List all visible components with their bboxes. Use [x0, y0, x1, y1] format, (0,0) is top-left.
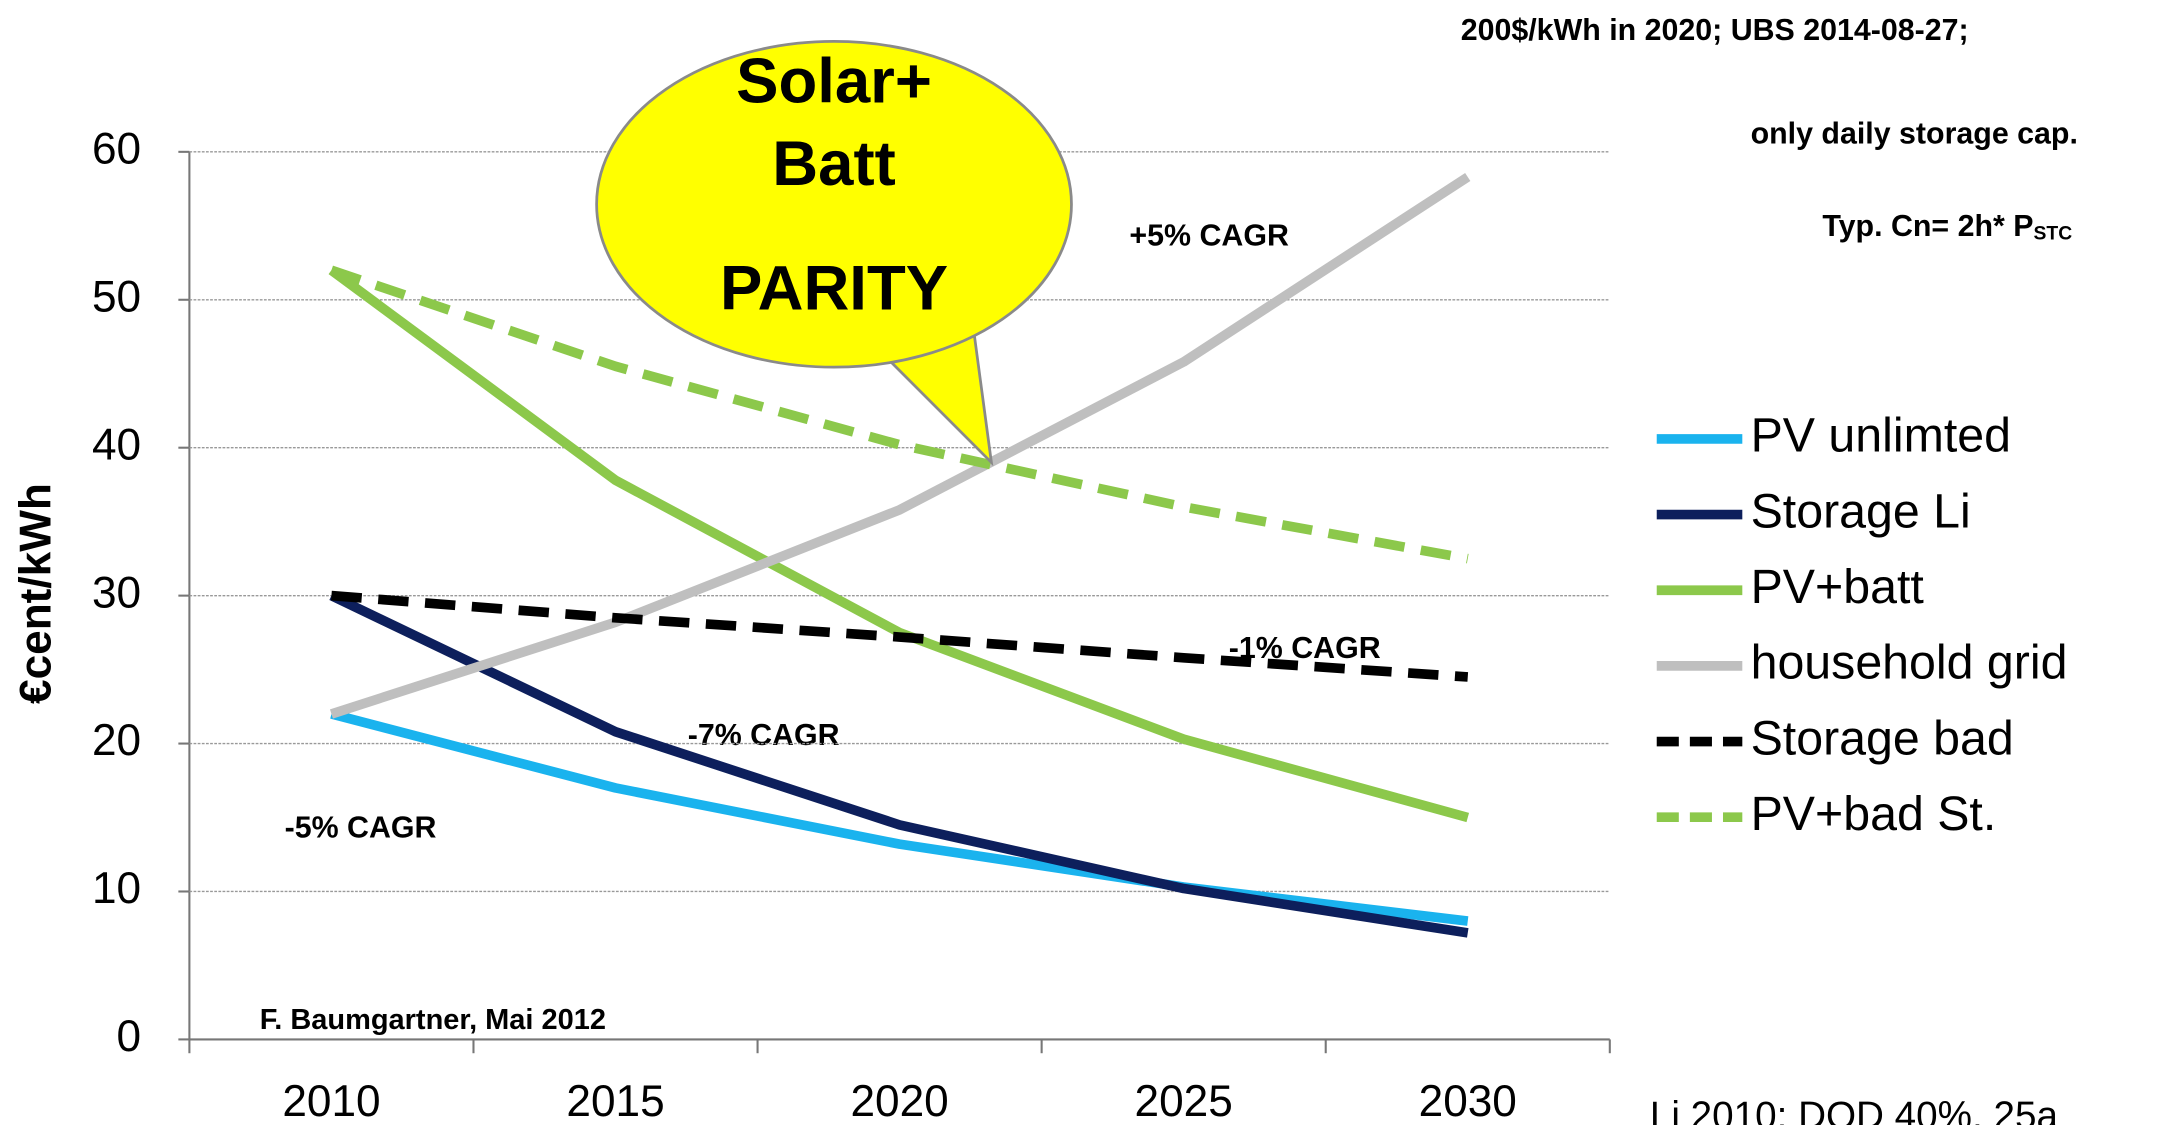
callout-join	[890, 324, 975, 356]
note-text: Typ. Cn= 2h* P	[1822, 210, 2033, 243]
series-line	[330, 709, 1469, 926]
callout: Solar+ Batt PARITY	[595, 40, 1073, 467]
y-tick-label: 30	[92, 568, 141, 617]
callout-bubble	[595, 40, 1073, 369]
callout-text: Batt	[772, 129, 895, 199]
legend-label: Storage bad	[1751, 711, 2014, 765]
series-line	[329, 172, 1471, 719]
note: 200$/kWh in 2020; UBS 2014-08-27;	[1461, 14, 1969, 47]
series-line	[329, 591, 1469, 938]
y-tick-label: 40	[92, 420, 141, 469]
note: Typ. Cn= 2h* PSTC	[1822, 210, 2072, 245]
author: F. Baumgartner, Mai 2012	[260, 1004, 606, 1036]
series-line	[331, 590, 1469, 682]
legend-label: PV unlimted	[1751, 409, 2011, 463]
x-tick-label: 2010	[282, 1077, 380, 1125]
legend-label: household grid	[1751, 636, 2068, 690]
annotation: -1% CAGR	[1229, 632, 1381, 665]
annotation: -7% CAGR	[688, 719, 840, 752]
x-tick-label: 2025	[1135, 1077, 1233, 1125]
y-tick-label: 10	[92, 864, 141, 913]
note: only daily storage cap.	[1751, 117, 2078, 150]
callout-text: PARITY	[720, 253, 948, 323]
x-tick-label: 2020	[850, 1077, 948, 1125]
annotation: +5% CAGR	[1129, 219, 1289, 252]
x-tick-label: 2030	[1419, 1077, 1517, 1125]
legend-label: PV+bad St.	[1751, 787, 1997, 841]
x-tick-label: 2015	[566, 1077, 664, 1125]
y-tick-label: 20	[92, 716, 141, 765]
y-axis-label: €cent/kWh	[12, 483, 61, 704]
y-tick-label: 60	[92, 125, 141, 174]
y-tick-label: 50	[92, 272, 141, 321]
legend-label: PV+batt	[1751, 560, 1925, 614]
series-line	[329, 265, 1469, 564]
note-subscript: STC	[2034, 224, 2073, 245]
legend-label: Storage Li	[1751, 484, 1971, 538]
callout-text: Solar+	[736, 46, 932, 116]
y-tick-label: 0	[117, 1012, 142, 1061]
note: Li 2010: DOD 40%, 25a	[1650, 1094, 2059, 1125]
annotation: -5% CAGR	[285, 812, 437, 845]
